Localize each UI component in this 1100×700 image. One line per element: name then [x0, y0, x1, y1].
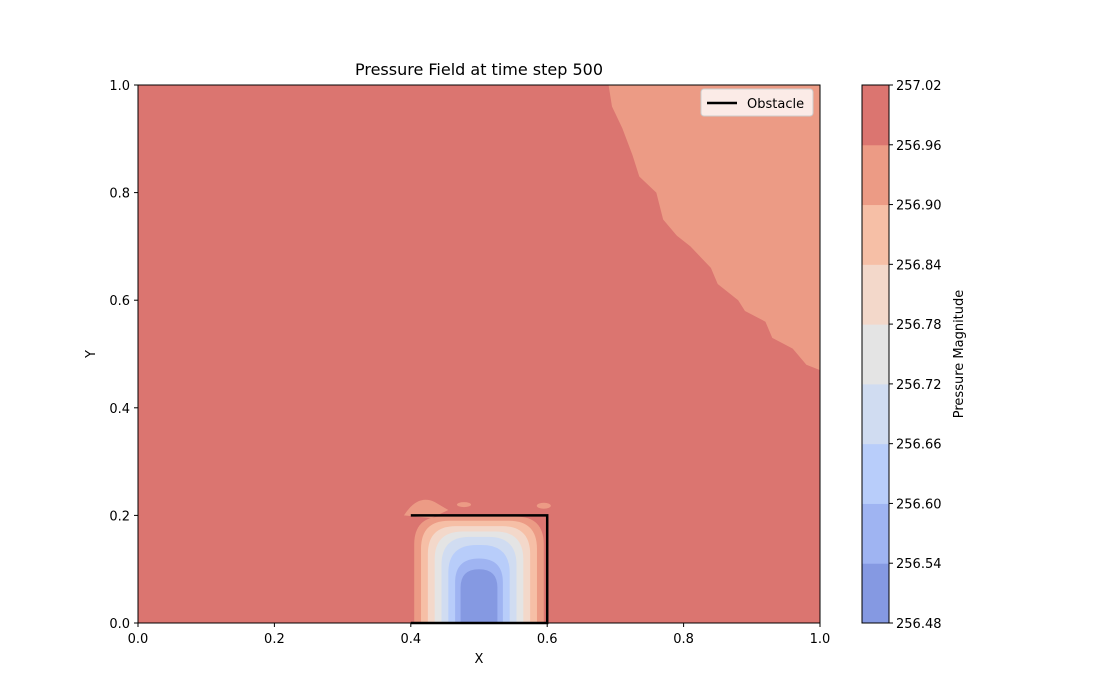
x-tick-label: 0.6	[537, 632, 558, 647]
colorbar-frame	[861, 84, 890, 624]
y-tick-label: 0.4	[109, 402, 130, 417]
colorbar-band	[862, 503, 889, 564]
colorbar-band	[862, 383, 889, 445]
x-tick-label: 0.4	[400, 632, 421, 647]
colorbar-tick-label: 256.66	[896, 438, 942, 453]
plot-area: 0.0 0.2 0.4 0.6 0.8 1.0 0.0 0.2 0.4 0.6 0.8 1.0	[109, 79, 830, 647]
x-axis-label: X	[475, 652, 484, 667]
contour-region-upper-right	[608, 85, 820, 371]
x-tick-label: 0.0	[128, 632, 149, 647]
contour-blob	[536, 502, 551, 509]
y-tick-label: 0.0	[109, 617, 130, 632]
x-tick-label: 0.2	[264, 632, 285, 647]
colorbar-tick-label: 256.78	[896, 318, 942, 333]
colorbar-label: Pressure Magnitude	[952, 290, 967, 419]
colorbar-tick-label: 256.90	[896, 199, 942, 214]
chart-title: Pressure Field at time step 500	[355, 60, 603, 79]
y-tick-label: 0.2	[109, 509, 130, 524]
colorbar-band	[862, 563, 889, 624]
colorbar-tick-label: 256.72	[896, 378, 942, 393]
colorbar-band	[862, 144, 889, 206]
colorbar-band	[862, 324, 889, 385]
y-tick-label: 1.0	[109, 79, 130, 94]
colorbar: 256.48 256.54 256.60 256.66 256.72 256.78 256.…	[861, 79, 942, 632]
legend-box	[700, 88, 814, 117]
colorbar-band	[862, 85, 889, 146]
colorbar-tick-label: 256.96	[896, 139, 942, 154]
colorbar-tick-label: 256.60	[896, 497, 942, 512]
contour-blob	[456, 502, 471, 508]
axes-frame	[137, 84, 821, 624]
colorbar-band	[862, 204, 889, 265]
legend-obstacle-label: Obstacle	[747, 97, 804, 112]
legend: Obstacle	[700, 88, 814, 117]
y-tick-label: 0.8	[109, 187, 130, 202]
colorbar-tick-label: 256.84	[896, 258, 942, 273]
x-tick-label: 1.0	[810, 632, 831, 647]
colorbar-tick-label: 256.48	[896, 617, 942, 632]
x-tick-label: 0.8	[673, 632, 694, 647]
y-tick-label: 0.6	[109, 294, 130, 309]
colorbar-tick-label: 257.02	[896, 79, 942, 94]
contour-blob	[403, 499, 449, 519]
contour-level-obstacle	[460, 569, 498, 623]
y-axis-label: Y	[84, 350, 99, 359]
colorbar-band	[862, 264, 889, 325]
colorbar-band	[862, 443, 889, 504]
colorbar-tick-label: 256.54	[896, 557, 942, 572]
